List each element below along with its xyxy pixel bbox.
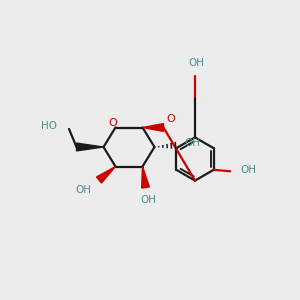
Text: OH: OH — [140, 195, 157, 205]
Text: O: O — [109, 118, 118, 128]
Text: O: O — [167, 115, 175, 124]
Polygon shape — [142, 167, 149, 188]
Text: OH: OH — [188, 58, 205, 68]
Text: HO: HO — [41, 121, 57, 131]
Polygon shape — [76, 143, 103, 151]
Text: OH: OH — [184, 138, 200, 148]
Text: OH: OH — [76, 185, 91, 195]
Polygon shape — [97, 167, 116, 183]
Text: OH: OH — [241, 165, 257, 175]
Polygon shape — [142, 124, 164, 131]
